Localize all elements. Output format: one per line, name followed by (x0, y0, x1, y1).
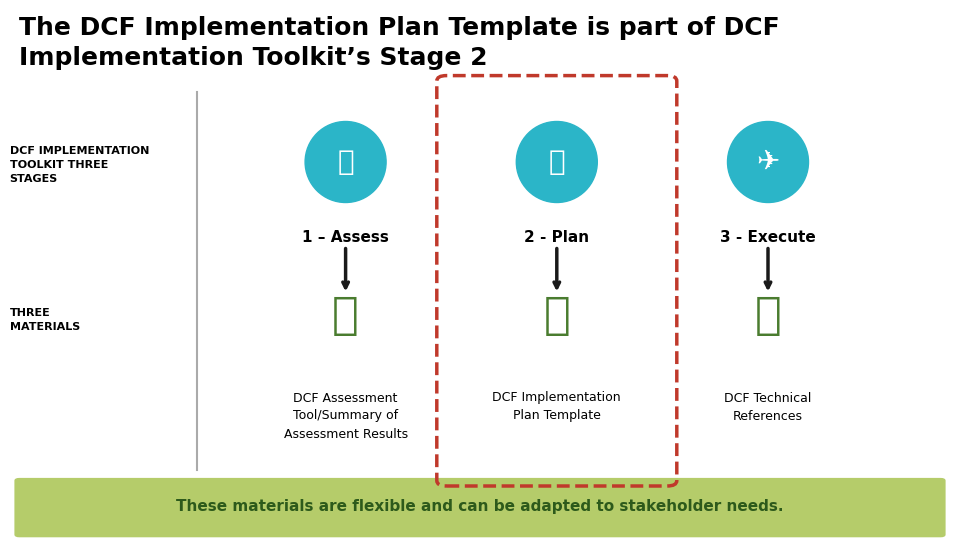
Text: 📢: 📢 (332, 294, 359, 338)
Text: 1 – Assess: 1 – Assess (302, 230, 389, 245)
FancyBboxPatch shape (14, 478, 946, 537)
Text: These materials are flexible and can be adapted to stakeholder needs.: These materials are flexible and can be … (177, 499, 783, 514)
Text: 3 - Execute: 3 - Execute (720, 230, 816, 245)
Text: DCF Technical
References: DCF Technical References (724, 392, 812, 422)
Text: DCF Implementation
Plan Template: DCF Implementation Plan Template (492, 392, 621, 422)
Text: The DCF Implementation Plan Template is part of DCF
Implementation Toolkit’s Sta: The DCF Implementation Plan Template is … (19, 16, 780, 70)
Text: 📝: 📝 (543, 294, 570, 338)
Text: DCF IMPLEMENTATION
TOOLKIT THREE
STAGES: DCF IMPLEMENTATION TOOLKIT THREE STAGES (10, 146, 149, 184)
Ellipse shape (728, 122, 808, 202)
Text: 🔗: 🔗 (755, 294, 781, 338)
Ellipse shape (516, 122, 597, 202)
Text: 🔍: 🔍 (337, 148, 354, 176)
Text: DCF Assessment
Tool/Summary of
Assessment Results: DCF Assessment Tool/Summary of Assessmen… (283, 392, 408, 441)
Text: THREE
MATERIALS: THREE MATERIALS (10, 308, 80, 332)
Text: 📋: 📋 (548, 148, 565, 176)
Text: 2 - Plan: 2 - Plan (524, 230, 589, 245)
Ellipse shape (305, 122, 386, 202)
Text: ✈: ✈ (756, 148, 780, 176)
